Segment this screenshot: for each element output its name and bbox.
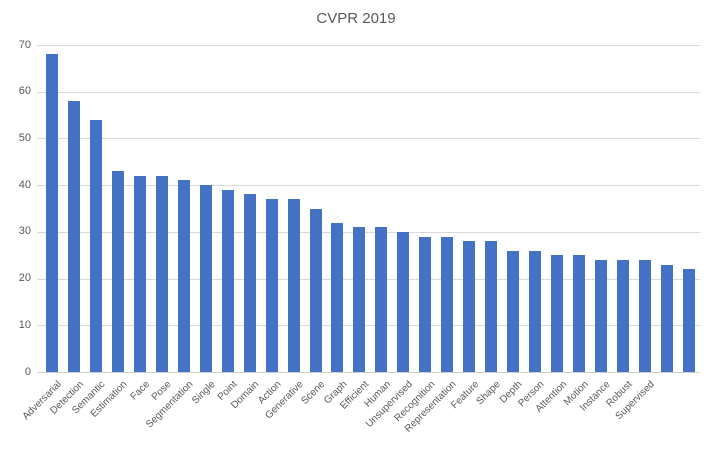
- bar: [419, 236, 432, 372]
- bar: [463, 241, 476, 372]
- bar: [221, 189, 234, 372]
- x-axis-line: [37, 372, 700, 373]
- gridline: [37, 278, 700, 280]
- gridline: [37, 91, 700, 93]
- bar: [682, 269, 695, 372]
- y-axis-tick-label: 40: [18, 178, 31, 191]
- bar: [616, 259, 629, 372]
- x-axis-category-label: Single: [190, 379, 218, 407]
- bar: [331, 222, 344, 372]
- bar: [309, 208, 322, 372]
- bar: [265, 199, 278, 372]
- y-axis-tick-label: 20: [18, 272, 31, 285]
- gridline: [37, 185, 700, 187]
- bar: [529, 250, 542, 372]
- gridline: [37, 138, 700, 140]
- bar: [638, 259, 651, 372]
- bar: [441, 236, 454, 372]
- bar: [155, 175, 168, 372]
- bar: [89, 119, 102, 372]
- bar: [353, 227, 366, 372]
- y-axis-tick-label: 50: [18, 131, 31, 144]
- bar: [243, 194, 256, 372]
- y-axis-tick-label: 10: [18, 318, 31, 331]
- y-axis-tick-label: 30: [18, 225, 31, 238]
- gridline: [37, 231, 700, 233]
- bar: [485, 241, 498, 372]
- gridline: [37, 325, 700, 327]
- bar: [111, 171, 124, 372]
- y-axis-tick-label: 0: [24, 365, 31, 378]
- bar: [397, 231, 410, 372]
- x-axis-category-label: Shape: [474, 379, 503, 408]
- bar: [46, 54, 58, 372]
- bar: [551, 255, 564, 372]
- bar: [573, 255, 586, 372]
- bar: [375, 227, 388, 372]
- gridline: [37, 45, 700, 46]
- y-axis-tick-label: 60: [18, 85, 31, 98]
- bar: [133, 175, 146, 372]
- bar: [67, 101, 80, 372]
- x-axis-category-label: Scene: [299, 379, 328, 407]
- bar: [287, 199, 300, 372]
- x-axis-category-label: Face: [128, 379, 152, 403]
- bar: [507, 250, 520, 372]
- bar: [660, 264, 673, 372]
- y-axis-tick-label: 70: [18, 38, 31, 51]
- bar: [595, 259, 607, 372]
- bar: [177, 180, 190, 372]
- bar: [199, 185, 212, 372]
- chart-title: CVPR 2019: [316, 10, 396, 27]
